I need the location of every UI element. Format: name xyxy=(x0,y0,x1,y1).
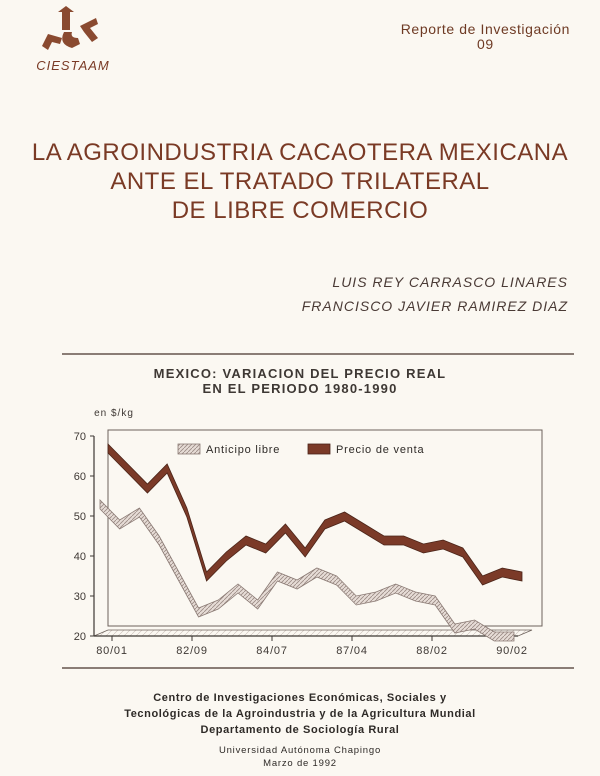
y-axis-label: en $/kg xyxy=(94,408,134,419)
x-tick-label: 84/07 xyxy=(256,645,288,657)
divider-top xyxy=(62,353,574,355)
x-tick-label: 90/02 xyxy=(496,645,528,657)
price-chart: 20 30 40 50 60 70 en $/kg 80/01 82/09 84/07 87/04 8… xyxy=(74,408,543,657)
author-2: FRANCISCO JAVIER RAMIREZ DIAZ xyxy=(301,298,568,314)
author-1: LUIS REY CARRASCO LINARES xyxy=(332,274,568,290)
chart-subtitle: EN EL PERIODO 1980-1990 xyxy=(202,381,398,396)
y-tick-label: 70 xyxy=(74,431,86,443)
x-tick-label: 88/02 xyxy=(416,645,448,657)
footer-line-5: Marzo de 1992 xyxy=(263,758,337,769)
title-line-2: ANTE EL TRATADO TRILATERAL xyxy=(110,168,490,195)
footer-line-2: Tecnológicas de la Agroindustria y de la… xyxy=(124,708,476,720)
y-tick-label: 40 xyxy=(74,551,86,563)
series-number: 09 xyxy=(476,36,494,52)
series-ribbon-anticipo-libre xyxy=(99,499,515,642)
x-tick-label: 80/01 xyxy=(96,645,128,657)
title-line-3: DE LIBRE COMERCIO xyxy=(171,197,429,224)
report-series: Reporte de Investigación 09 xyxy=(401,22,570,52)
legend-swatch xyxy=(177,443,201,455)
chart-heading: MEXICO: VARIACION DEL PRECIO REAL EN EL … xyxy=(0,366,600,396)
series-ribbon-precio-de-venta xyxy=(107,443,523,586)
institution-block: Centro de Investigaciones Económicas, So… xyxy=(0,690,600,738)
x-tick-label: 82/09 xyxy=(176,645,208,657)
document-title: LA AGROINDUSTRIA CACAOTERA MEXICANA ANTE… xyxy=(0,138,600,225)
series-label: Reporte de Investigación xyxy=(400,21,570,37)
divider-bottom xyxy=(62,667,574,669)
legend-swatch xyxy=(307,443,331,455)
ciestaam-logo: CIESTAAM xyxy=(36,6,110,73)
y-tick-label: 50 xyxy=(74,511,86,523)
legend-label: Precio de venta xyxy=(336,444,425,456)
y-tick-label: 20 xyxy=(74,631,86,643)
legend-label: Anticipo libre xyxy=(206,444,280,456)
chart-title: MEXICO: VARIACION DEL PRECIO REAL xyxy=(153,366,447,381)
x-tick-label: 87/04 xyxy=(336,645,368,657)
footer-line-4: Universidad Autónoma Chapingo xyxy=(218,745,382,756)
y-tick-label: 60 xyxy=(74,471,86,483)
footer-line-1: Centro de Investigaciones Económicas, So… xyxy=(153,692,447,704)
publisher-block: Universidad Autónoma Chapingo Marzo de 1… xyxy=(0,744,600,770)
authors: LUIS REY CARRASCO LINARES FRANCISCO JAVI… xyxy=(302,270,568,318)
logo-text: CIESTAAM xyxy=(36,58,110,73)
title-line-1: LA AGROINDUSTRIA CACAOTERA MEXICANA xyxy=(31,139,569,166)
footer-line-3: Departamento de Sociología Rural xyxy=(200,724,400,736)
y-tick-label: 30 xyxy=(74,591,86,603)
